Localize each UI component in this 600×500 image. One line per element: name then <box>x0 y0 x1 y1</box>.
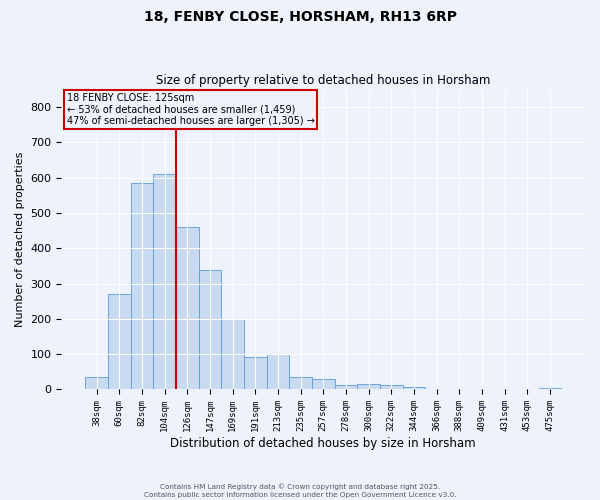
Text: 18 FENBY CLOSE: 125sqm
← 53% of detached houses are smaller (1,459)
47% of semi-: 18 FENBY CLOSE: 125sqm ← 53% of detached… <box>67 92 314 126</box>
Bar <box>539 388 561 390</box>
Bar <box>85 377 108 390</box>
Text: Contains HM Land Registry data © Crown copyright and database right 2025.
Contai: Contains HM Land Registry data © Crown c… <box>144 484 456 498</box>
Bar <box>108 294 131 390</box>
Bar <box>403 386 425 390</box>
Bar <box>357 384 380 390</box>
Bar <box>425 389 448 390</box>
Bar <box>221 319 244 390</box>
Bar <box>266 354 289 390</box>
Text: 18, FENBY CLOSE, HORSHAM, RH13 6RP: 18, FENBY CLOSE, HORSHAM, RH13 6RP <box>143 10 457 24</box>
Bar <box>176 227 199 390</box>
Title: Size of property relative to detached houses in Horsham: Size of property relative to detached ho… <box>156 74 490 87</box>
Bar <box>131 183 153 390</box>
Bar <box>199 270 221 390</box>
Bar <box>380 385 403 390</box>
X-axis label: Distribution of detached houses by size in Horsham: Distribution of detached houses by size … <box>170 437 476 450</box>
Y-axis label: Number of detached properties: Number of detached properties <box>15 152 25 327</box>
Bar <box>153 174 176 390</box>
Bar <box>335 385 357 390</box>
Bar <box>312 379 335 390</box>
Bar <box>289 377 312 390</box>
Bar <box>244 357 266 390</box>
